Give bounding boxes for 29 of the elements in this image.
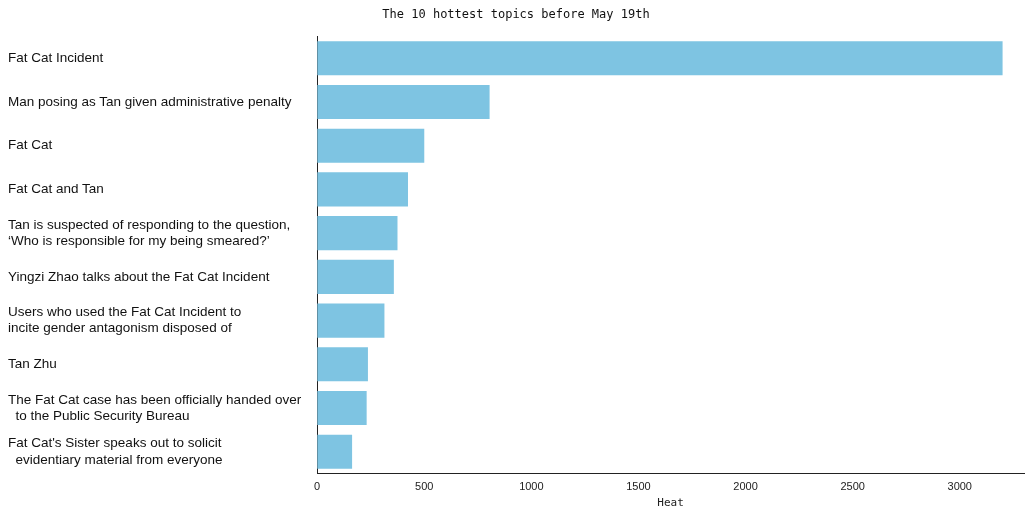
x-tick-label: 1500 bbox=[626, 480, 651, 493]
x-axis-title: Heat bbox=[657, 496, 684, 510]
bar bbox=[317, 128, 425, 163]
bar bbox=[317, 347, 368, 382]
y-tick-label: Users who used the Fat Cat Incident to incite gender antagonism disposed of bbox=[8, 304, 242, 336]
x-tick-label: 500 bbox=[415, 480, 434, 493]
y-tick-label: Man posing as Tan given administrative penalty bbox=[8, 93, 292, 109]
x-tick-label: 0 bbox=[314, 480, 321, 493]
chart-title: The 10 hottest topics before May 19th bbox=[382, 7, 650, 22]
y-tick-label: Yingzi Zhao talks about the Fat Cat Incident bbox=[8, 268, 270, 284]
y-tick-label: Tan is suspected of responding to the question, ‘Who is responsible for my being smeared?’ bbox=[8, 216, 291, 248]
y-tick-label: Fat Cat and Tan bbox=[8, 181, 104, 197]
bar bbox=[317, 434, 353, 469]
bar bbox=[317, 259, 394, 294]
bar bbox=[317, 303, 385, 338]
bar bbox=[317, 216, 398, 251]
y-tick-label: Fat Cat Incident bbox=[8, 49, 104, 65]
bar bbox=[317, 172, 408, 207]
x-tick-label: 1000 bbox=[519, 480, 544, 493]
y-tick-label: The Fat Cat case has been officially handed over to the Public Security Bureau bbox=[8, 391, 302, 423]
x-tick-label: 2000 bbox=[733, 480, 758, 493]
y-tick-label: Tan Zhu bbox=[8, 356, 57, 372]
y-tick-label: Fat Cat bbox=[8, 137, 53, 153]
bar bbox=[317, 41, 1003, 76]
y-tick-label: Fat Cat's Sister speaks out to solicit evidentiary material from everyone bbox=[8, 435, 223, 467]
x-tick-label: 2500 bbox=[840, 480, 865, 493]
bar bbox=[317, 390, 367, 426]
bar bbox=[317, 84, 490, 120]
x-tick-label: 3000 bbox=[947, 480, 972, 493]
